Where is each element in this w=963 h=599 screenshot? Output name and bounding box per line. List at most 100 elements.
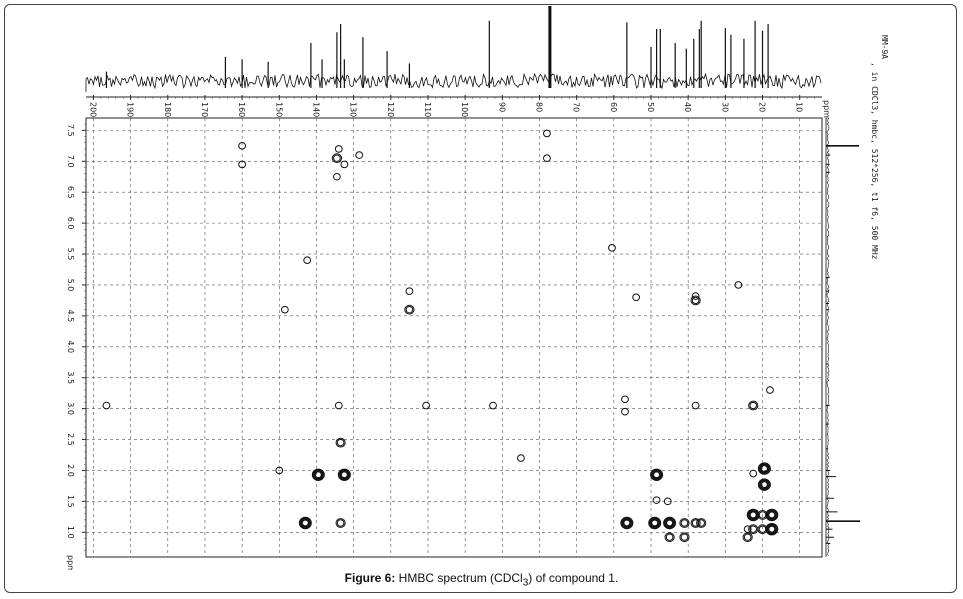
cross-peak-contour (489, 401, 497, 410)
cross-peak-contour (734, 281, 743, 289)
y-tick-label: 2.0 (66, 464, 75, 477)
cross-peak (280, 305, 289, 314)
cross-peak (690, 518, 701, 528)
cross-peak-contour (649, 517, 660, 528)
cross-peak (517, 454, 525, 462)
cross-peak (663, 497, 672, 506)
cross-peak-contour (766, 386, 774, 394)
cross-peak (621, 395, 629, 404)
cross-peak-contour (340, 160, 349, 169)
cross-peak-contour (767, 525, 776, 533)
cross-peak-contour (275, 466, 284, 475)
cross-peak-contour (679, 532, 690, 543)
cross-peak (337, 468, 351, 481)
cross-peak (648, 516, 662, 530)
cross-peak-contour (331, 153, 343, 164)
cross-peak-contour (696, 518, 707, 528)
cross-peak-contour (422, 401, 431, 410)
y-tick-label: 3.5 (66, 371, 75, 384)
cross-peak-contour (405, 287, 414, 295)
x-tick-label: 100 (460, 102, 469, 117)
c13-1d-trace (85, 6, 822, 92)
cross-peak-contour (767, 511, 776, 519)
x-tick-label: 170 (200, 102, 209, 117)
caption-text-post: ) of compound 1. (528, 571, 619, 585)
y-tick-label: 7.5 (66, 124, 75, 137)
cross-peak-contour (334, 401, 343, 410)
cross-peak-contour (339, 469, 350, 480)
cross-peak (489, 401, 497, 410)
cross-peak (334, 145, 343, 153)
cross-peak-contour (336, 519, 345, 527)
cross-peak-contour (743, 533, 752, 541)
cross-peak-contour (760, 480, 769, 489)
x-tick-label: 190 (126, 102, 135, 117)
cross-peak (620, 516, 634, 530)
hmbc-spectrum-plot: 200 190 180 170 160 150 140 130 120 110 100 90 80 70 6… (66, 6, 889, 570)
x-tick-label: 90 (497, 102, 506, 112)
caption-subscript: 3 (522, 577, 529, 589)
cross-peak-contour (621, 517, 633, 528)
cross-peak-contour (765, 522, 779, 536)
cross-peak-contour (665, 533, 674, 541)
cross-peak-contour (334, 145, 343, 153)
x-tick-label: 120 (386, 102, 395, 117)
cross-peak-contour (679, 518, 690, 528)
cross-peak-contour (766, 524, 778, 535)
cross-peak-contour (298, 516, 312, 530)
cross-peak-contour (680, 533, 689, 541)
cross-peak (748, 400, 759, 411)
cross-peak-contour (748, 400, 759, 411)
cross-peak-contour (697, 519, 705, 527)
cross-peak-contour (335, 518, 346, 528)
x-tick-label: 140 (311, 102, 320, 117)
cross-peak-contour (622, 519, 631, 527)
x-axis-ticks: 200 190 180 170 160 150 140 130 120 110 100 90 80 70 6… (86, 95, 822, 117)
cross-peak-contour (691, 401, 700, 410)
x-tick-label: 10 (795, 102, 804, 112)
y-tick-label: 5.5 (66, 248, 75, 261)
cross-peak-contour (680, 519, 689, 527)
cross-peak (746, 508, 760, 522)
cross-peak-contour (621, 395, 629, 404)
cross-peak-contour (650, 519, 659, 527)
cross-peak (691, 292, 700, 300)
cross-peak-contour (651, 469, 662, 480)
caption-figure-label: Figure 6: (344, 571, 396, 585)
h1-1d-trace (825, 117, 861, 557)
cross-peak (303, 256, 312, 265)
cross-peak-contour (238, 160, 247, 169)
cross-peak (422, 401, 431, 410)
cross-peak (238, 142, 247, 150)
cross-peak (663, 516, 677, 530)
cross-peaks (102, 129, 779, 543)
y-tick-label: 1.0 (66, 526, 75, 539)
cross-peak-contour (650, 468, 664, 481)
cross-peak (757, 462, 771, 475)
y-tick-label: 1.5 (66, 495, 75, 508)
cross-peak-contour (404, 304, 415, 315)
figure-caption: Figure 6: HMBC spectrum (CDCl3) of compo… (0, 571, 963, 588)
x-tick-label: 200 (88, 102, 97, 117)
cross-peak-contour (620, 516, 634, 530)
x-tick-label: 80 (534, 102, 543, 112)
cross-peak-contour (648, 516, 662, 530)
cross-peak-contour (102, 401, 111, 410)
cross-peak-contour (665, 519, 674, 527)
cross-peak-contour (663, 497, 672, 506)
cross-peak-contour (749, 469, 758, 478)
cross-peak-contour (335, 437, 346, 448)
cross-peak (691, 401, 700, 410)
cross-peak (311, 468, 325, 481)
cross-peak (102, 401, 111, 410)
x-tick-label: 70 (572, 102, 581, 112)
cross-peak-contour (760, 464, 769, 473)
cross-peak (632, 293, 641, 302)
cross-peak-contour (652, 470, 661, 479)
y-tick-label: 4.0 (66, 340, 75, 353)
cross-peak (765, 522, 779, 536)
cross-peak-contour (405, 305, 414, 314)
x-tick-label: 20 (758, 102, 767, 112)
cross-peak-contour (691, 519, 700, 527)
cross-peak-contour (757, 462, 771, 475)
